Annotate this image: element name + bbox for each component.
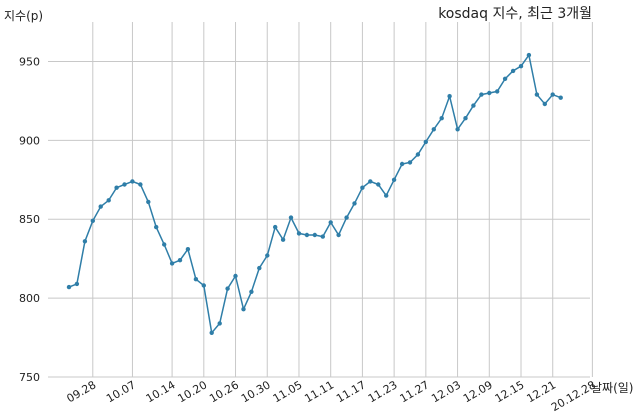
data-point [257, 265, 262, 271]
data-point [241, 307, 246, 312]
data-point [558, 95, 563, 100]
data-point [455, 127, 460, 132]
data-point [320, 234, 325, 239]
data-point [384, 193, 389, 198]
data-point [130, 179, 135, 184]
x-tick-label: 11.11 [302, 378, 336, 405]
data-point [209, 330, 214, 335]
data-point [280, 237, 286, 242]
data-point [249, 289, 254, 294]
x-axis-tick-labels: 09.28 10.07 10.1410.2010.2610.3011.0511.11… [65, 378, 598, 414]
data-point [122, 182, 127, 187]
data-point [344, 215, 349, 220]
data-point [193, 277, 199, 282]
y-tick-label: 850 [19, 213, 40, 226]
data-point [312, 232, 317, 238]
data-point [510, 68, 516, 74]
data-point [288, 215, 294, 220]
x-tick-label: 10.30 [239, 378, 273, 405]
x-tick-label: 10.07 [104, 378, 138, 405]
data-point [502, 76, 508, 82]
y-tick-label: 900 [19, 134, 40, 147]
data-point [431, 127, 436, 132]
data-point [495, 89, 500, 94]
vertical-gridlines [92, 22, 593, 377]
data-point [154, 224, 159, 230]
data-point [265, 253, 270, 258]
x-tick-label: 12.15 [493, 378, 527, 405]
data-point [463, 116, 468, 121]
y-tick-label: 950 [19, 55, 40, 68]
data-point [550, 92, 555, 97]
data-point [415, 152, 421, 157]
data-point [423, 139, 428, 145]
x-tick-label: 11.23 [366, 378, 400, 405]
data-point [74, 281, 80, 287]
x-tick-label: 11.05 [271, 378, 305, 405]
data-point [328, 220, 333, 225]
data-point [82, 239, 88, 244]
data-point [376, 182, 381, 187]
data-point [177, 258, 183, 263]
x-tick-label: 12.09 [461, 378, 495, 405]
x-tick-label: 12.03 [429, 378, 463, 405]
horizontal-gridlines [48, 60, 590, 378]
data-point [360, 185, 365, 190]
data-point [225, 286, 230, 291]
data-point [439, 116, 444, 121]
data-point [98, 204, 103, 209]
data-point [534, 92, 540, 97]
y-axis-tick-labels: 750 800 850 900 950 [19, 55, 40, 384]
series-points [66, 52, 563, 335]
data-point [66, 284, 72, 290]
series-line [68, 53, 561, 335]
data-point [233, 273, 238, 279]
data-point [273, 224, 278, 230]
data-point [201, 283, 206, 288]
chart-title: kosdaq 지수, 최근 3개월 [438, 6, 592, 22]
data-point [526, 52, 532, 58]
x-tick-label: 10.14 [144, 378, 178, 405]
x-axis-title: 날짜(일) [591, 381, 633, 395]
data-point [169, 261, 175, 266]
data-point [114, 185, 119, 190]
data-point [106, 198, 111, 203]
data-point [296, 231, 302, 236]
data-point [479, 92, 484, 97]
data-point [447, 94, 452, 99]
x-tick-label: 10.26 [207, 378, 241, 405]
x-tick-label: 09.28 [65, 378, 99, 405]
data-point [217, 321, 222, 326]
data-point [391, 177, 397, 182]
data-point [487, 90, 492, 96]
data-point [162, 242, 167, 247]
data-point [352, 201, 357, 206]
x-tick-label: 10.20 [176, 378, 210, 405]
data-point [146, 199, 151, 205]
y-tick-label: 750 [19, 371, 40, 384]
data-point [185, 247, 191, 252]
y-axis-title: 지수(p) [4, 9, 43, 23]
data-point [542, 101, 547, 107]
data-point [518, 63, 524, 69]
x-tick-label: 11.17 [334, 378, 368, 405]
data-point [407, 160, 413, 165]
data-point [138, 182, 143, 187]
x-tick-label: 11.27 [398, 378, 432, 405]
data-point [399, 161, 405, 167]
data-point [90, 218, 96, 223]
y-tick-label: 800 [19, 292, 40, 305]
data-point [471, 103, 476, 108]
data-point [368, 179, 373, 184]
data-point [336, 232, 341, 238]
data-point [304, 232, 310, 238]
